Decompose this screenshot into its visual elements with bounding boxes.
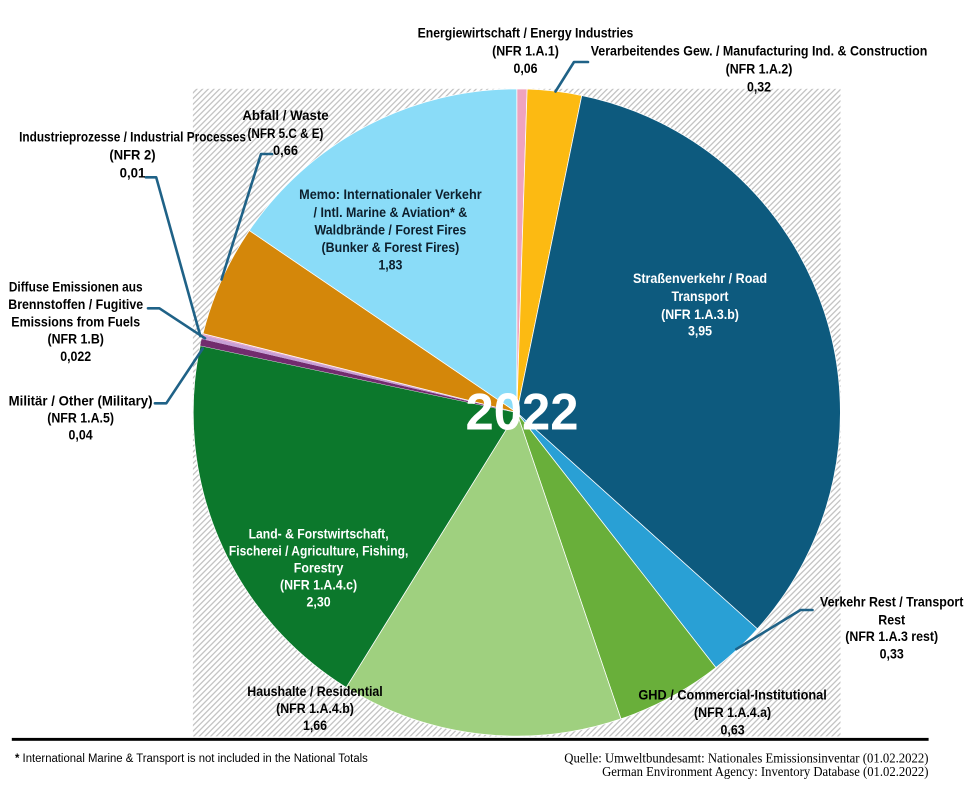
svg-text:0,06: 0,06	[513, 60, 537, 76]
svg-text:(NFR 1.A.4.a): (NFR 1.A.4.a)	[694, 704, 771, 720]
svg-text:(NFR 1.A.3.b): (NFR 1.A.3.b)	[661, 306, 739, 322]
svg-text:Abfall / Waste: Abfall / Waste	[242, 107, 328, 123]
svg-text:(NFR 1.A.4.c): (NFR 1.A.4.c)	[280, 576, 357, 592]
svg-text:0,32: 0,32	[747, 78, 771, 94]
svg-text:* International Marine & Trans: * International Marine & Transport is no…	[15, 753, 368, 765]
svg-text:0,01: 0,01	[120, 165, 146, 181]
svg-text:/ Intl. Marine & Aviation* &: / Intl. Marine & Aviation* &	[314, 204, 468, 220]
svg-text:1,83: 1,83	[378, 257, 402, 273]
svg-text:(NFR 1.B): (NFR 1.B)	[47, 331, 103, 347]
svg-text:(NFR 1.A.4.b): (NFR 1.A.4.b)	[276, 700, 354, 716]
svg-text:Land- & Forstwirtschaft,: Land- & Forstwirtschaft,	[249, 525, 389, 541]
svg-text:3,95: 3,95	[688, 323, 712, 339]
svg-text:2,30: 2,30	[307, 593, 331, 609]
svg-text:Forestry: Forestry	[294, 559, 344, 575]
svg-text:Fischerei / Agriculture, Fishi: Fischerei / Agriculture, Fishing,	[229, 542, 408, 558]
svg-text:2022: 2022	[466, 384, 579, 442]
svg-text:0,33: 0,33	[880, 645, 904, 661]
svg-text:1,66: 1,66	[303, 717, 327, 733]
svg-text:Energiewirtschaft / Energy Ind: Energiewirtschaft / Energy Industries	[418, 25, 634, 41]
svg-text:Haushalte / Residential: Haushalte / Residential	[247, 683, 383, 699]
svg-text:0,66: 0,66	[273, 142, 298, 158]
svg-text:Memo: Internationaler Verkehr: Memo: Internationaler Verkehr	[299, 186, 482, 202]
svg-text:Waldbrände / Forest Fires: Waldbrände / Forest Fires	[315, 222, 467, 238]
svg-text:Quelle: Umweltbundesamt: Natio: Quelle: Umweltbundesamt: Nationales Emis…	[564, 750, 928, 765]
svg-text:Militär / Other (Military): Militär / Other (Military)	[9, 393, 153, 409]
svg-text:Verarbeitendes Gew. / Manufact: Verarbeitendes Gew. / Manufacturing Ind.…	[591, 42, 928, 58]
svg-text:(Bunker & Forest Fires): (Bunker & Forest Fires)	[322, 239, 460, 255]
svg-text:Verkehr Rest / Transport: Verkehr Rest / Transport	[820, 594, 964, 610]
svg-text:Rest: Rest	[878, 611, 905, 627]
svg-text:Transport: Transport	[671, 288, 728, 304]
svg-text:(NFR 2): (NFR 2)	[109, 147, 155, 163]
svg-text:German Environment Agency: Inv: German Environment Agency: Inventory Dat…	[602, 764, 928, 779]
svg-text:(NFR 5.C & E): (NFR 5.C & E)	[248, 125, 324, 141]
svg-text:GHD / Commercial-Institutional: GHD / Commercial-Institutional	[638, 686, 826, 702]
svg-text:Diffuse Emissionen aus: Diffuse Emissionen aus	[9, 278, 143, 294]
svg-text:(NFR 1.A.3 rest): (NFR 1.A.3 rest)	[845, 628, 938, 644]
svg-text:Brennstoffen / Fugitive: Brennstoffen / Fugitive	[8, 296, 143, 312]
svg-text:0,04: 0,04	[69, 426, 93, 442]
svg-text:Emissions from Fuels: Emissions from Fuels	[11, 313, 140, 329]
svg-text:Straßenverkehr / Road: Straßenverkehr / Road	[633, 270, 767, 286]
svg-text:0,022: 0,022	[60, 348, 91, 364]
svg-text:Industrieprozesse / Industrial: Industrieprozesse / Industrial Processes	[19, 129, 246, 145]
svg-text:(NFR 1.A.5): (NFR 1.A.5)	[47, 410, 114, 426]
svg-text:(NFR 1.A.2): (NFR 1.A.2)	[726, 61, 793, 77]
svg-text:0,63: 0,63	[721, 721, 745, 737]
svg-text:(NFR 1.A.1): (NFR 1.A.1)	[492, 42, 559, 58]
